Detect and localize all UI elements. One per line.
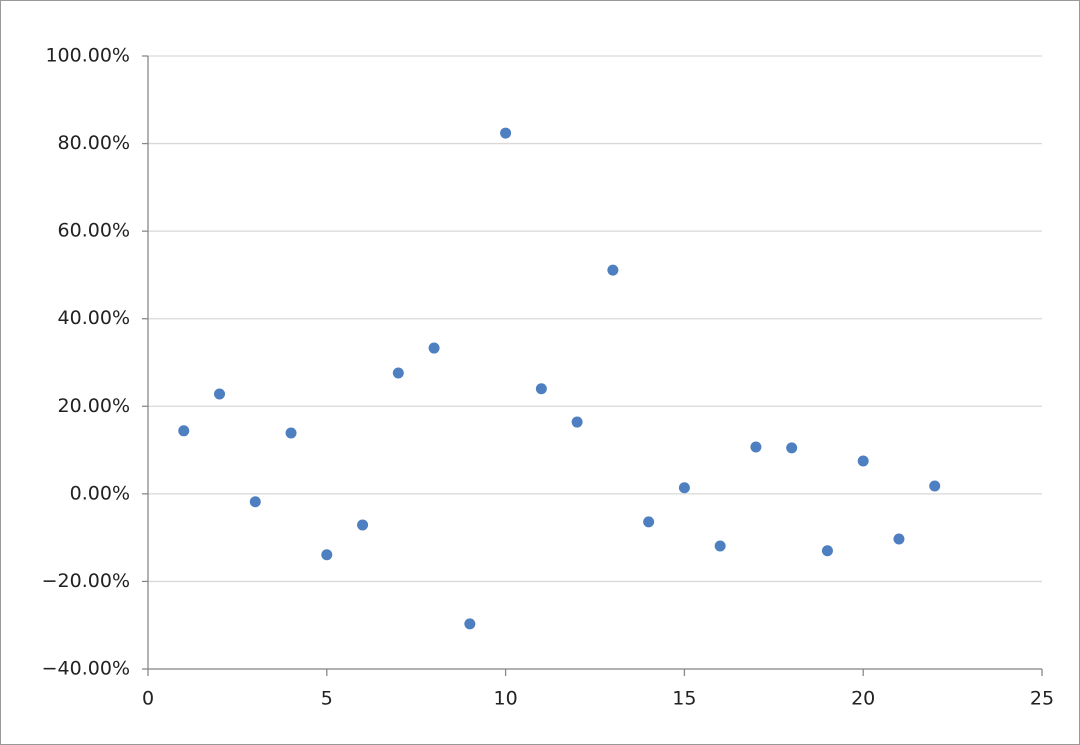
x-tick-label: 15 [672, 688, 696, 710]
point [571, 416, 583, 428]
y-tick-label: −40.00% [42, 658, 130, 680]
y-tick-label: 100.00% [45, 45, 130, 67]
point [714, 540, 726, 552]
x-tick-label: 5 [321, 688, 333, 710]
point [643, 516, 655, 528]
point [285, 427, 297, 439]
point [821, 545, 833, 557]
x-tick-label: 0 [142, 688, 154, 710]
x-tick-label: 10 [494, 688, 518, 710]
y-tick-label: 0.00% [70, 482, 130, 504]
point [392, 367, 404, 379]
point [214, 388, 226, 400]
point [786, 442, 798, 454]
point [428, 342, 440, 354]
x-tick-label: 20 [851, 688, 875, 710]
y-tick-label: 20.00% [58, 395, 130, 417]
point [678, 482, 690, 494]
y-tick-label: 80.00% [58, 132, 130, 154]
y-tick-label: −20.00% [42, 570, 130, 592]
y-tick-label: 40.00% [58, 307, 130, 329]
point [929, 480, 941, 492]
point [357, 519, 369, 531]
point [607, 264, 619, 276]
point [893, 533, 905, 545]
point [178, 425, 190, 437]
point [500, 127, 512, 139]
point [464, 618, 476, 630]
point [249, 496, 261, 508]
x-tick-label: 25 [1030, 688, 1054, 710]
point [535, 383, 547, 395]
y-tick-label: 60.00% [58, 220, 130, 242]
point [857, 455, 869, 467]
point [321, 549, 333, 561]
point [750, 441, 762, 453]
